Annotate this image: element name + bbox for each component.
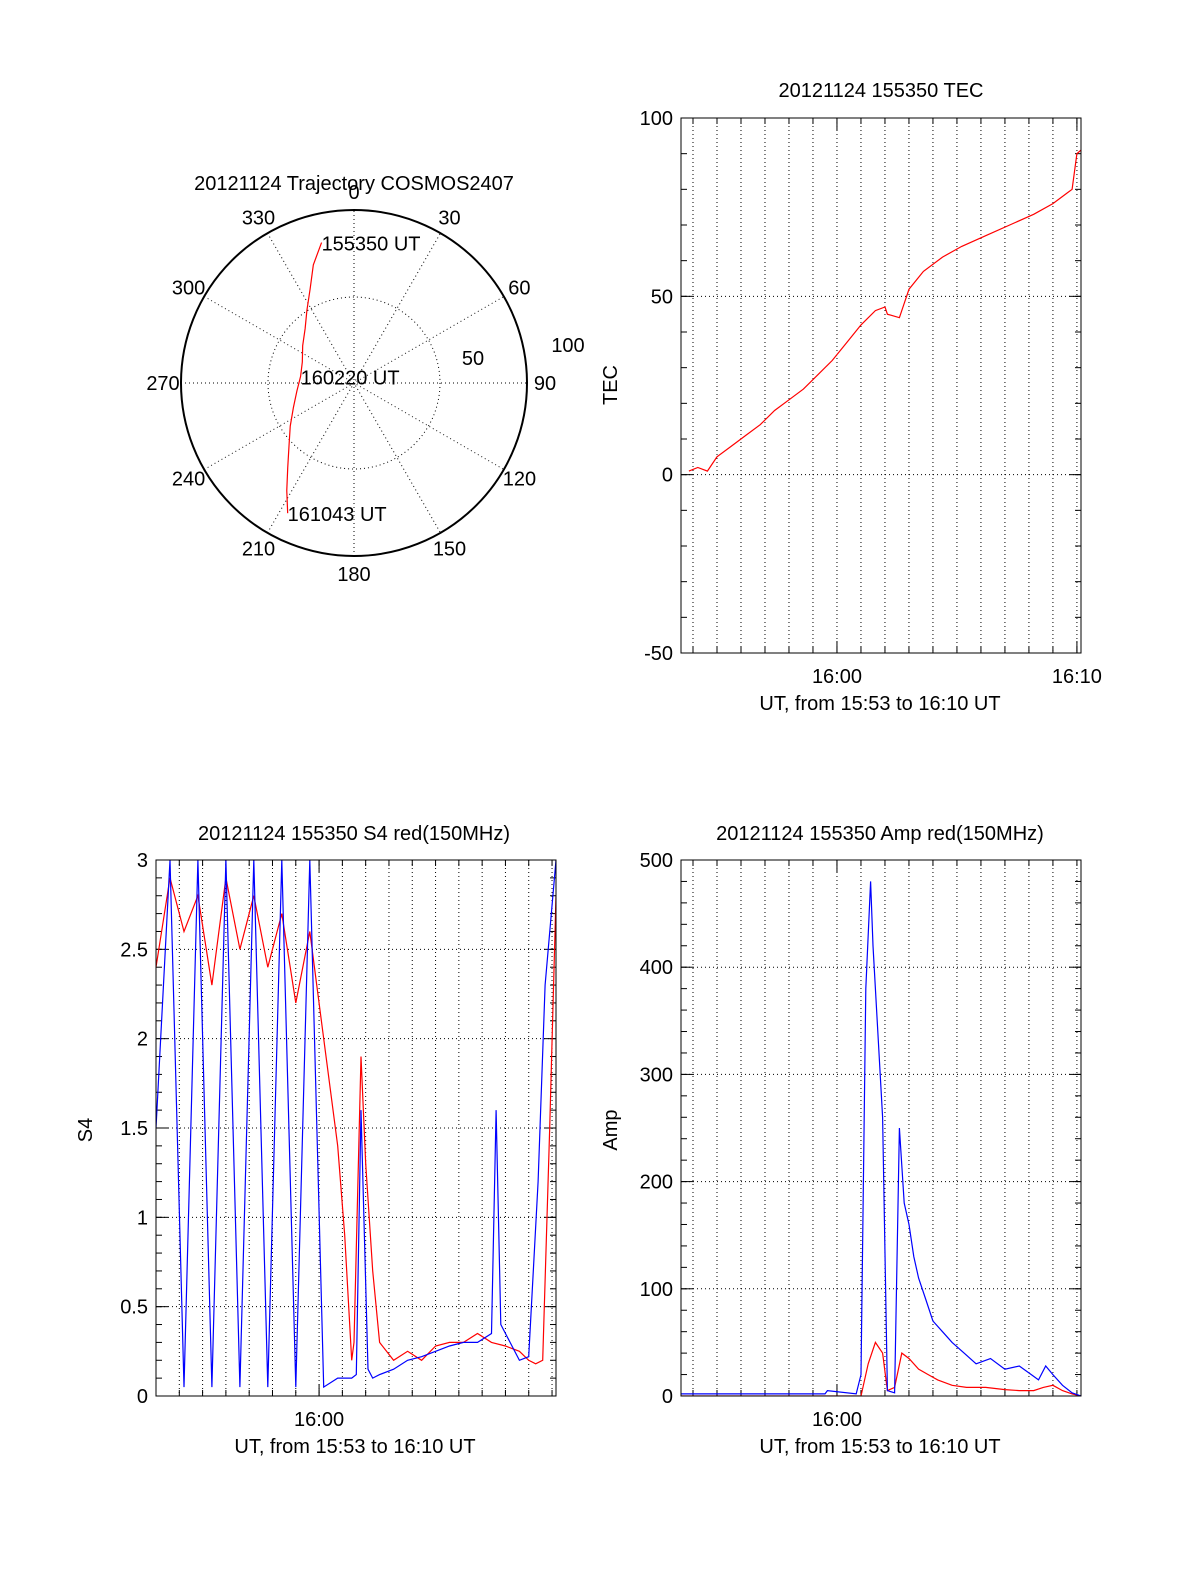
amp-grid [681, 860, 1081, 1396]
s4-series-line [156, 860, 556, 1389]
trajectory-panel: 20121124 Trajectory COSMOS2407 0 30 60 90 12… [146, 173, 584, 586]
s4-ytick-label: 1 [137, 1207, 148, 1229]
amp-plot-frame [680, 859, 1082, 1397]
polar-angle-label: 120 [503, 469, 536, 491]
s4-ytick-label: 1.5 [120, 1118, 148, 1140]
amp-panel: 20121124 155350 Amp red(150MHz) 0 100 200 3… [600, 823, 1082, 1458]
amp-series-line [681, 881, 1081, 1396]
s4-series [156, 860, 556, 1389]
tec-plot-frame [680, 117, 1082, 654]
tec-grid [681, 118, 1081, 653]
amp-series-line [681, 1341, 1081, 1396]
polar-spokes [181, 210, 527, 556]
amp-title: 20121124 155350 Amp red(150MHz) [716, 823, 1044, 845]
tec-ytick-label: 100 [640, 108, 673, 130]
amp-ytick-label: 500 [640, 850, 673, 872]
s4-panel: 20121124 155350 S4 red(150MHz) 0 0.5 1 1.5 2… [75, 823, 557, 1458]
tec-series [688, 149, 1081, 472]
s4-ytick-label: 2.5 [120, 939, 148, 961]
amp-ticks: 0 100 200 300 400 500 16:00 [640, 850, 1081, 1431]
s4-ytick-label: 0.5 [120, 1297, 148, 1319]
polar-angle-label: 30 [438, 208, 460, 230]
s4-ytick-label: 3 [137, 850, 148, 872]
s4-grid [156, 860, 556, 1396]
tec-xtick-label: 16:10 [1052, 666, 1102, 688]
tec-ylabel: TEC [600, 365, 622, 405]
trajectory-time-label: 155350 UT [322, 234, 421, 256]
polar-spoke-150 [267, 232, 441, 534]
amp-ytick-label: 100 [640, 1279, 673, 1301]
trajectory-time-label: 161043 UT [288, 504, 387, 526]
amp-ytick-label: 400 [640, 957, 673, 979]
s4-ylabel: S4 [75, 1118, 97, 1142]
polar-angle-label: 240 [172, 469, 205, 491]
amp-ytick-label: 300 [640, 1064, 673, 1086]
polar-inner-circle [267, 296, 441, 470]
s4-ytick-label: 2 [137, 1029, 148, 1051]
tec-ytick-label: 0 [662, 465, 673, 487]
trajectory-line [286, 242, 323, 514]
amp-series [681, 881, 1081, 1396]
radius-label-50: 50 [462, 348, 484, 370]
amp-ytick-label: 0 [662, 1386, 673, 1408]
tec-xlabel: UT, from 15:53 to 16:10 UT [759, 693, 1000, 715]
polar-angle-label: 0 [348, 182, 359, 204]
polar-angle-label: 90 [534, 373, 556, 395]
s4-ytick-label: 0 [137, 1386, 148, 1408]
amp-ylabel: Amp [600, 1109, 622, 1150]
polar-angle-label: 330 [242, 208, 275, 230]
amp-xlabel: UT, from 15:53 to 16:10 UT [759, 1436, 1000, 1458]
s4-xlabel: UT, from 15:53 to 16:10 UT [234, 1436, 475, 1458]
tec-ytick-label: 50 [651, 286, 673, 308]
tec-series-line [688, 149, 1081, 472]
polar-angle-labels: 0 30 60 90 120 150 180 210 240 270 300 330 [146, 182, 556, 586]
polar-angle-label: 300 [172, 278, 205, 300]
s4-series-line [156, 877, 556, 1365]
tec-ticks: -50 0 50 100 16:00 16:10 [640, 108, 1102, 688]
s4-xtick-label: 16:00 [294, 1409, 344, 1431]
amp-xtick-label: 16:00 [812, 1409, 862, 1431]
polar-angle-label: 150 [433, 538, 466, 560]
polar-angle-label: 180 [337, 564, 370, 586]
trajectory-series [286, 242, 323, 514]
polar-angle-label: 270 [146, 373, 179, 395]
tec-title: 20121124 155350 TEC [779, 80, 984, 102]
tec-xtick-label: 16:00 [812, 666, 862, 688]
trajectory-title: 20121124 Trajectory COSMOS2407 [194, 173, 514, 195]
polar-angle-label: 60 [508, 278, 530, 300]
radius-label-100: 100 [551, 335, 584, 357]
trajectory-time-label: 160220 UT [301, 367, 400, 389]
trajectory-annotations: 155350 UT 160220 UT 161043 UT [288, 234, 421, 527]
s4-plot-frame [155, 859, 557, 1397]
tec-ytick-label: -50 [644, 643, 673, 665]
s4-title: 20121124 155350 S4 red(150MHz) [198, 823, 510, 845]
polar-angle-label: 210 [242, 538, 275, 560]
amp-ytick-label: 200 [640, 1172, 673, 1194]
